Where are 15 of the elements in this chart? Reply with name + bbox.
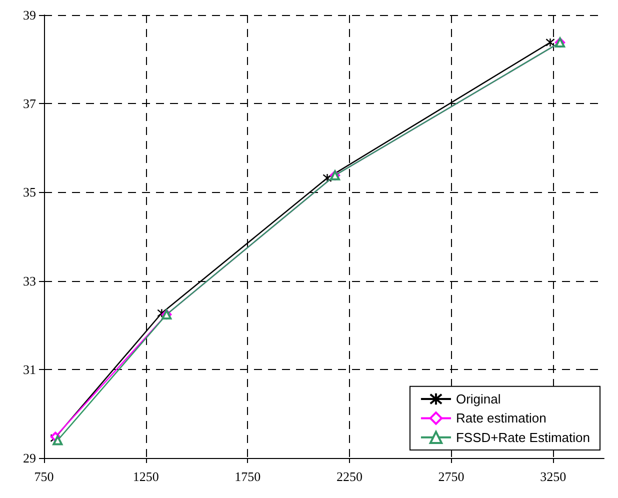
- x-tick-label: 1750: [234, 469, 261, 484]
- y-tick-label: 39: [23, 8, 36, 22]
- legend-label: FSSD+Rate Estimation: [456, 430, 590, 445]
- x-tick-label: 2750: [438, 469, 464, 484]
- x-tick-label: 3250: [540, 469, 566, 484]
- legend-label: Rate estimation: [456, 410, 546, 426]
- y-tick-label: 31: [23, 362, 36, 377]
- y-tick-label: 33: [23, 273, 36, 288]
- x-tick-label: 1250: [132, 469, 159, 484]
- y-tick-label: 35: [23, 184, 36, 200]
- x-tick-label: 2250: [336, 469, 362, 484]
- y-tick-label: 29: [23, 450, 36, 466]
- y-tick-label: 37: [23, 96, 36, 112]
- x-tick-label: 750: [34, 469, 54, 484]
- legend-label: Original: [456, 392, 501, 406]
